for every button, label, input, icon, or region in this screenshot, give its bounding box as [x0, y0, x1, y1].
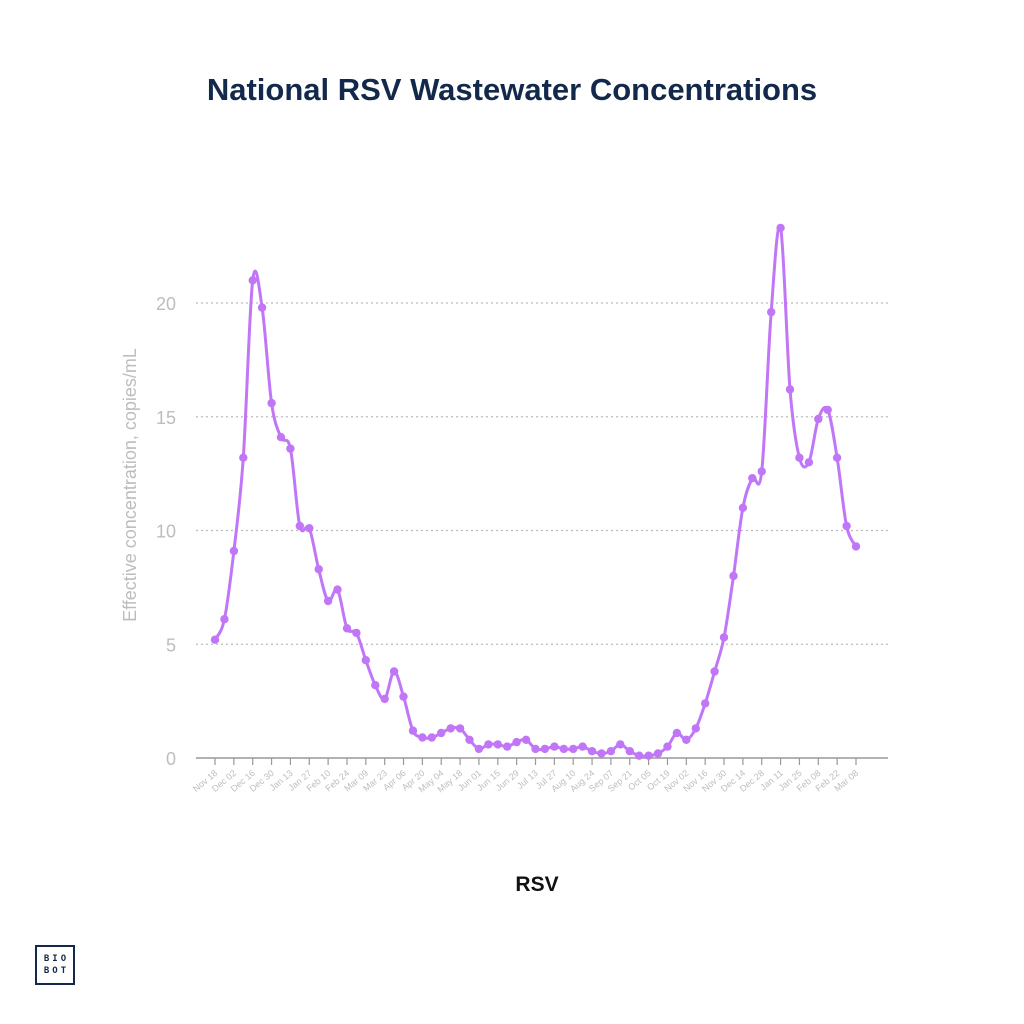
y-tick-label: 5 [166, 635, 176, 655]
data-point [559, 744, 568, 754]
data-point [823, 405, 832, 415]
y-tick-label: 20 [156, 294, 176, 314]
data-point [663, 742, 672, 751]
data-point [719, 633, 729, 642]
data-point [220, 615, 229, 624]
data-point [710, 667, 719, 676]
data-point [682, 735, 691, 744]
data-point [738, 503, 748, 512]
data-point [295, 521, 304, 531]
series-line [213, 224, 858, 758]
data-point [851, 542, 861, 551]
logo-line-1: BIO [43, 954, 70, 964]
data-point [653, 749, 663, 758]
y-tick-label: 10 [156, 522, 176, 542]
data-point [342, 624, 352, 633]
data-point [503, 742, 512, 751]
data-point [795, 453, 804, 462]
data-point [314, 565, 323, 574]
data-point [465, 735, 474, 744]
data-point [804, 458, 814, 467]
data-point [418, 733, 427, 742]
data-point [257, 303, 267, 312]
data-point [229, 546, 239, 556]
data-point [361, 656, 370, 665]
data-point [333, 585, 342, 594]
data-point [380, 694, 389, 704]
data-point [785, 385, 795, 394]
data-point [635, 751, 644, 760]
data-point [493, 740, 502, 749]
y-tick-label: 15 [156, 408, 176, 428]
data-point [455, 724, 465, 733]
data-point [210, 635, 220, 644]
data-point [267, 398, 276, 408]
data-point [371, 681, 380, 690]
data-point [625, 747, 634, 756]
data-point [531, 744, 540, 754]
data-point [248, 276, 257, 285]
y-axis-label: Effective concentration, copies/mL [120, 348, 140, 622]
data-point [672, 728, 682, 738]
data-point [474, 744, 484, 754]
data-point [521, 735, 531, 744]
data-point [776, 223, 785, 233]
data-point [757, 467, 766, 476]
data-point [276, 433, 286, 442]
data-point [484, 740, 493, 749]
y-axis-ticks: 0 5 10 15 20 [156, 294, 176, 769]
data-point [239, 453, 248, 462]
data-point [540, 744, 550, 754]
data-point [427, 733, 436, 742]
data-point [606, 747, 616, 756]
data-point [748, 474, 757, 483]
data-point [446, 724, 455, 733]
biobot-logo: BIO BOT [35, 945, 75, 985]
gridlines [196, 302, 888, 645]
chart-title: National RSV Wastewater Concentrations [206, 72, 818, 107]
data-point [597, 749, 606, 758]
data-point [437, 728, 446, 738]
series-points [210, 223, 861, 760]
data-point [286, 444, 295, 453]
data-point [305, 524, 314, 533]
data-point [691, 724, 700, 733]
data-point [616, 740, 625, 749]
x-axis-label: RSV [515, 873, 558, 896]
data-point [842, 521, 851, 531]
data-point [644, 751, 653, 760]
data-point [399, 692, 408, 701]
data-point [512, 737, 521, 747]
logo-line-2: BOT [43, 966, 70, 976]
data-point [587, 747, 597, 756]
data-point [352, 628, 361, 638]
data-point [729, 571, 738, 581]
data-point [814, 414, 823, 424]
data-point [323, 596, 333, 606]
data-point [767, 307, 776, 317]
data-point [578, 742, 587, 751]
data-point [389, 667, 399, 676]
data-point [569, 744, 578, 754]
data-point [408, 726, 418, 735]
y-tick-label: 0 [166, 749, 176, 769]
data-point [832, 453, 842, 462]
data-point [701, 699, 710, 708]
data-point [550, 742, 559, 751]
